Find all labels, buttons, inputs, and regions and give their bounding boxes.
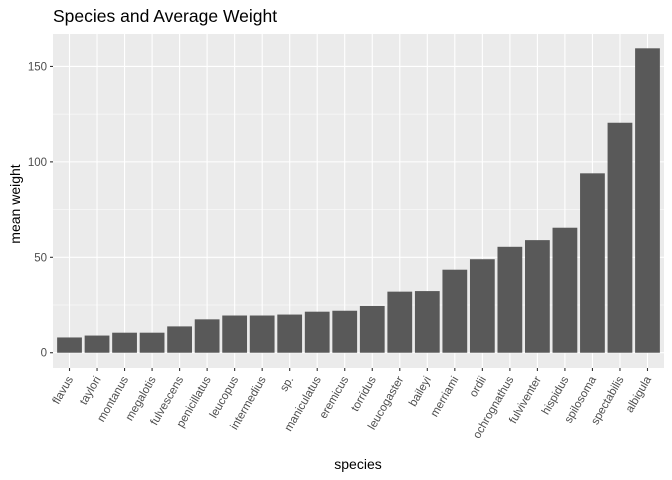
bar-flavus [57, 337, 82, 353]
x-tick-label: merriami [429, 375, 462, 420]
bar-albigula [635, 48, 660, 353]
bar-intermedius [249, 315, 275, 353]
bar-leucogaster [387, 291, 413, 353]
y-tick-label: 0 [41, 348, 47, 360]
bars [57, 48, 660, 353]
y-tick-label: 150 [28, 61, 47, 73]
bar-megalotis [139, 332, 165, 353]
bar-spectabilis [607, 122, 633, 353]
y-tick-label: 50 [34, 252, 47, 264]
x-tick-label: ordii [468, 375, 489, 400]
bar-fulvescens [167, 326, 192, 353]
x-tick-label: albigula [624, 374, 655, 415]
bar-taylori [84, 335, 110, 353]
bar-baileyi [414, 291, 440, 353]
bar-sp [277, 314, 303, 353]
bar-fulviventer [525, 240, 550, 353]
x-axis: flavus taylorimontanusmegalotisfulvescens… [51, 368, 655, 441]
bar-spilosoma [580, 173, 605, 353]
y-axis: 0 50 100 150 [28, 61, 53, 360]
bar-eremicus [332, 310, 358, 353]
y-tick-label: 100 [28, 157, 47, 169]
x-tick-label: torridus [349, 374, 379, 413]
x-tick-label: taylori [78, 375, 104, 408]
bar-torridus [359, 305, 385, 353]
bar-ordii [469, 259, 495, 353]
x-axis-label: species [334, 456, 381, 472]
x-tick-label: baileyi [407, 375, 434, 409]
bar-merriami [442, 269, 468, 353]
bar-penicillatus [194, 319, 220, 353]
x-tick-label: flavus [51, 374, 77, 406]
bar-montanus [112, 332, 137, 353]
bar-hispidus [552, 227, 578, 353]
x-tick-label: sp. [278, 375, 296, 394]
bar-leucopus [222, 315, 248, 353]
bar-maniculatus [304, 311, 330, 353]
y-axis-label: mean weight [7, 164, 23, 243]
chart-title: Species and Average Weight [53, 6, 278, 26]
bar-ochrognathus [497, 246, 523, 353]
